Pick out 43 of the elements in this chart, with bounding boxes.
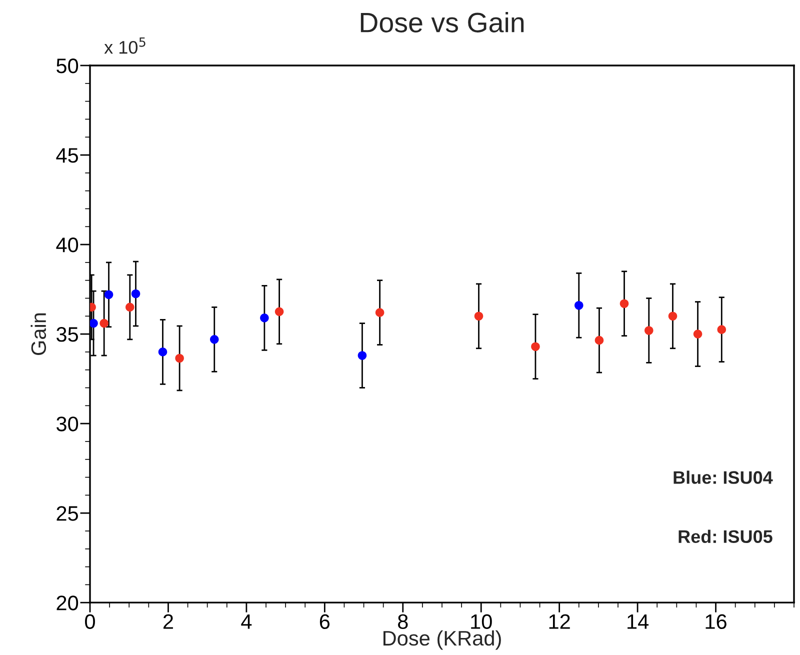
point xyxy=(158,348,168,356)
x-tick-label: 6 xyxy=(320,614,330,630)
x-tick-label: 16 xyxy=(706,614,726,630)
y-tick-label: 30 xyxy=(56,416,78,432)
point xyxy=(668,312,678,321)
point xyxy=(260,314,269,322)
y-tick-label: 45 xyxy=(56,148,78,163)
y-tick-label: 35 xyxy=(56,327,78,342)
point xyxy=(620,299,629,308)
y-tick-label: 25 xyxy=(56,506,78,521)
x-tick-label: 4 xyxy=(241,614,252,629)
chart-title: Dose vs Gain xyxy=(360,12,524,32)
point xyxy=(594,336,604,345)
text: x 10$^{5}$ xyxy=(104,37,146,54)
x-tick-label: 14 xyxy=(628,614,649,629)
point xyxy=(474,312,484,321)
x-tick-label: 0 xyxy=(85,614,95,630)
point xyxy=(693,330,702,338)
point xyxy=(104,290,114,300)
y-tick-label: 50 xyxy=(56,58,78,74)
y-tick-label: 20 xyxy=(56,596,78,610)
point xyxy=(644,326,654,335)
point xyxy=(131,289,140,298)
point xyxy=(375,308,384,317)
point xyxy=(126,302,134,312)
point xyxy=(100,318,108,328)
point xyxy=(175,354,184,363)
point xyxy=(90,318,98,328)
point xyxy=(210,335,219,344)
point xyxy=(574,301,584,310)
point xyxy=(274,307,284,316)
y-tick-label: 40 xyxy=(56,238,78,252)
point xyxy=(531,342,540,351)
x-axis-title: Dose (KRad) xyxy=(384,630,501,650)
x-tick-label: 2 xyxy=(163,614,173,629)
x-tick-label: 10 xyxy=(471,614,492,630)
point xyxy=(717,325,726,334)
y-axis-title: Gain xyxy=(30,313,46,356)
point xyxy=(358,351,367,360)
annotation: Red: ISU05 xyxy=(678,530,772,543)
x-tick-label: 12 xyxy=(549,614,570,629)
x-tick-label: 8 xyxy=(398,614,408,630)
annotation: Blue: ISU04 xyxy=(674,470,773,484)
